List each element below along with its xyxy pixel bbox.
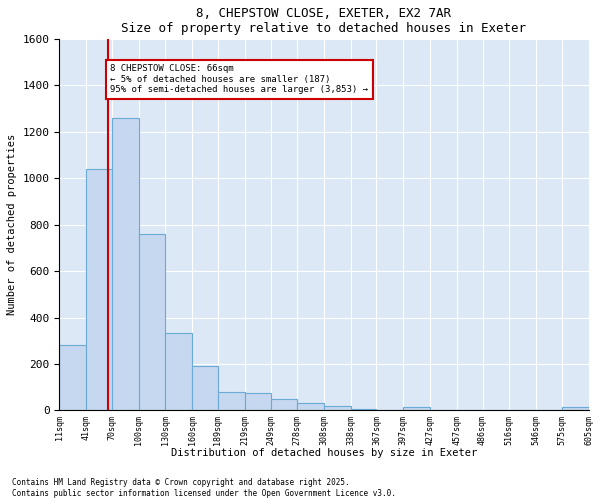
Bar	[562, 407, 589, 410]
Bar	[297, 404, 324, 410]
Bar	[192, 366, 218, 410]
Bar	[59, 346, 86, 410]
X-axis label: Distribution of detached houses by size in Exeter: Distribution of detached houses by size …	[171, 448, 477, 458]
Bar	[245, 393, 271, 410]
Bar	[139, 234, 165, 410]
Bar	[165, 332, 192, 410]
Bar	[403, 407, 430, 410]
Bar	[112, 118, 139, 410]
Title: 8, CHEPSTOW CLOSE, EXETER, EX2 7AR
Size of property relative to detached houses : 8, CHEPSTOW CLOSE, EXETER, EX2 7AR Size …	[121, 7, 526, 35]
Bar	[271, 399, 297, 410]
Bar	[86, 169, 112, 410]
Text: Contains HM Land Registry data © Crown copyright and database right 2025.
Contai: Contains HM Land Registry data © Crown c…	[12, 478, 396, 498]
Bar	[324, 406, 350, 410]
Text: 8 CHEPSTOW CLOSE: 66sqm
← 5% of detached houses are smaller (187)
95% of semi-de: 8 CHEPSTOW CLOSE: 66sqm ← 5% of detached…	[110, 64, 368, 94]
Bar	[218, 392, 245, 410]
Y-axis label: Number of detached properties: Number of detached properties	[7, 134, 17, 316]
